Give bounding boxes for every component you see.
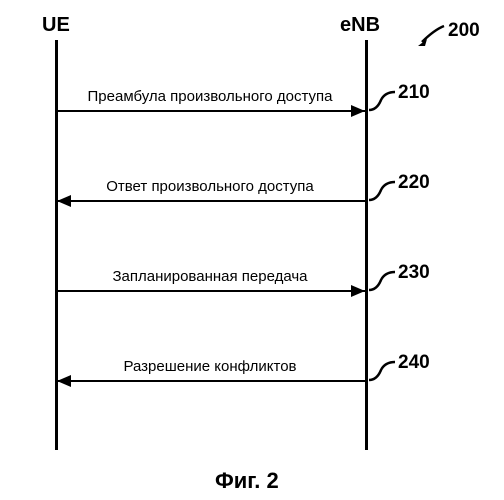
msg-0-head xyxy=(351,105,365,117)
msg-2-num: 230 xyxy=(398,262,430,284)
msg-2-line xyxy=(57,290,365,292)
msg-0-label: Преамбула произвольного доступа xyxy=(60,88,360,105)
msg-2-head xyxy=(351,285,365,297)
ref-number: 200 xyxy=(448,20,480,42)
ue-label: UE xyxy=(42,14,70,37)
msg-3-head xyxy=(57,375,71,387)
ref-arrow xyxy=(418,24,446,51)
figure-caption: Фиг. 2 xyxy=(215,468,279,494)
msg-3-num: 240 xyxy=(398,352,430,374)
msg-0-num: 210 xyxy=(398,82,430,104)
msg-1-callout xyxy=(367,180,397,207)
msg-3-line xyxy=(57,380,365,382)
msg-2-callout xyxy=(367,270,397,297)
enb-label: eNB xyxy=(340,14,380,37)
ue-lifeline xyxy=(55,40,58,450)
msg-0-callout xyxy=(367,90,397,117)
msg-1-num: 220 xyxy=(398,172,430,194)
msg-2-label: Запланированная передача xyxy=(60,268,360,285)
msg-1-label: Ответ произвольного доступа xyxy=(60,178,360,195)
msg-1-line xyxy=(57,200,365,202)
sequence-diagram: UE eNB 200 Преамбула произвольного досту… xyxy=(0,0,504,500)
msg-1-head xyxy=(57,195,71,207)
msg-0-line xyxy=(57,110,365,112)
msg-3-callout xyxy=(367,360,397,387)
msg-3-label: Разрешение конфликтов xyxy=(60,358,360,375)
